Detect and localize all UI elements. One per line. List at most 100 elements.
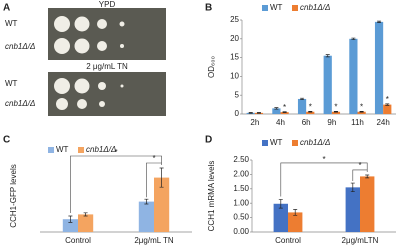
x-tick-label: 24h [376, 118, 389, 127]
plate [48, 72, 166, 116]
legend-swatch [78, 147, 84, 153]
colony [54, 78, 70, 94]
bar [297, 98, 307, 114]
x-tick-label: 2h [250, 118, 259, 127]
colony [54, 16, 70, 32]
y-tick-label: 20 [230, 34, 239, 43]
y-tick-label: 1.00 [233, 198, 249, 207]
panel-label: B [205, 3, 212, 14]
legend-swatch [292, 140, 298, 146]
panel-label: C [3, 135, 10, 146]
plate-title: 2 μg/mL TN [86, 62, 128, 71]
bar [331, 111, 341, 114]
significance-bracket [280, 162, 368, 197]
bar [138, 201, 154, 232]
colony [97, 19, 107, 29]
y-axis-label: OD₆₀₀ [207, 56, 216, 78]
x-tick-label: 11h [351, 118, 364, 127]
legend-swatch [48, 147, 54, 153]
y-tick-label: 0.50 [233, 213, 249, 222]
y-tick-label: 15 [230, 53, 239, 62]
bar [374, 21, 384, 115]
legend-label: WT [56, 145, 69, 154]
colony [54, 38, 70, 54]
panel-label: A [3, 3, 10, 14]
error-bar [377, 20, 382, 23]
colony [77, 99, 87, 109]
error-bar [351, 37, 356, 40]
colony [120, 84, 124, 88]
significance-mark: * [360, 102, 363, 111]
x-tick-label: 9h [327, 118, 336, 127]
error-bar [385, 103, 390, 106]
bar [323, 55, 332, 114]
legend-label: WT [270, 138, 283, 147]
error-bar [282, 111, 287, 113]
x-tick-label: 6h [302, 118, 311, 127]
bar [273, 203, 288, 232]
bar [62, 219, 78, 232]
significance-bracket [146, 162, 162, 198]
y-tick-label: 2.50 [233, 155, 249, 164]
colony [56, 98, 68, 110]
colony [120, 44, 124, 48]
x-tick-label: Control [65, 236, 91, 245]
bar [280, 112, 289, 114]
error-bar [248, 112, 253, 114]
bar [357, 111, 366, 114]
bar [360, 176, 375, 232]
error-bar [365, 174, 370, 179]
significance-mark: * [334, 102, 337, 111]
y-tick-label: 1.50 [233, 184, 249, 193]
error-bar [359, 111, 364, 113]
error-bar [293, 209, 298, 216]
y-tick-label: 5 [235, 90, 240, 99]
legend-swatch [262, 5, 268, 11]
significance-label: * [114, 148, 117, 157]
panel-label: D [205, 135, 212, 146]
y-tick-label: 0 [235, 109, 240, 118]
significance-bracket [70, 155, 162, 213]
error-bar [256, 112, 261, 114]
colony [74, 78, 90, 94]
bar [154, 177, 170, 232]
strain-label: WT [5, 79, 18, 88]
plate-title: YPD [99, 0, 116, 9]
error-bar [350, 182, 355, 193]
colony [119, 21, 125, 27]
y-axis-label: CCH1-GFP levels [9, 164, 18, 227]
error-bar [308, 111, 313, 113]
colony [74, 16, 90, 32]
bar [78, 214, 94, 232]
strain-label: cnb1Δ/Δ [5, 99, 35, 108]
bar [349, 38, 358, 114]
error-bar [83, 212, 88, 217]
colony [74, 38, 90, 54]
strain-label: cnb1Δ/Δ [5, 42, 35, 51]
legend-swatch [292, 5, 298, 11]
y-tick-label: 2.00 [233, 170, 249, 179]
significance-label: * [152, 154, 155, 163]
colony [99, 101, 105, 107]
x-tick-label: 2μg/mL TN [134, 236, 174, 245]
x-tick-label: 4h [276, 118, 285, 127]
error-bar [333, 111, 338, 113]
error-bar [325, 54, 330, 58]
legend-swatch [262, 140, 268, 146]
significance-label: * [358, 161, 361, 170]
error-bar [144, 198, 149, 205]
y-tick-label: 25 [230, 15, 239, 24]
legend-label: cnb1Δ/Δ [300, 3, 330, 12]
strain-label: WT [5, 19, 18, 28]
bar [272, 108, 281, 114]
significance-mark: * [386, 95, 389, 104]
error-bar [159, 167, 164, 188]
bar [383, 104, 392, 114]
significance-label: * [322, 155, 325, 164]
error-bar [278, 199, 283, 209]
colony [98, 82, 106, 90]
significance-mark: * [309, 102, 312, 111]
error-bar [68, 215, 73, 223]
y-tick-label: 10 [230, 72, 239, 81]
